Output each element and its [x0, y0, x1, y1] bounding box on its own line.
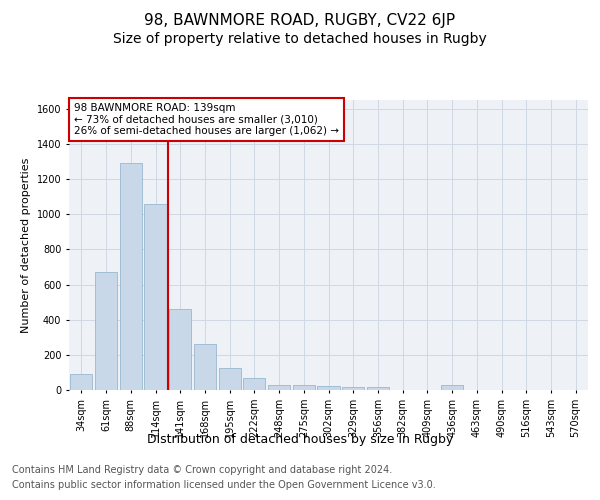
Bar: [317, 386, 340, 390]
Bar: [218, 368, 241, 390]
Bar: [367, 388, 389, 390]
Text: Size of property relative to detached houses in Rugby: Size of property relative to detached ho…: [113, 32, 487, 46]
Bar: [441, 384, 463, 390]
Bar: [293, 384, 315, 390]
Text: Contains public sector information licensed under the Open Government Licence v3: Contains public sector information licen…: [12, 480, 436, 490]
Bar: [169, 309, 191, 390]
Bar: [145, 204, 167, 390]
Text: 98, BAWNMORE ROAD, RUGBY, CV22 6JP: 98, BAWNMORE ROAD, RUGBY, CV22 6JP: [145, 12, 455, 28]
Bar: [194, 344, 216, 390]
Y-axis label: Number of detached properties: Number of detached properties: [21, 158, 31, 332]
Bar: [70, 374, 92, 390]
Text: Distribution of detached houses by size in Rugby: Distribution of detached houses by size …: [147, 432, 453, 446]
Bar: [268, 384, 290, 390]
Bar: [342, 388, 364, 390]
Bar: [119, 164, 142, 390]
Bar: [243, 378, 265, 390]
Bar: [95, 272, 117, 390]
Text: 98 BAWNMORE ROAD: 139sqm
← 73% of detached houses are smaller (3,010)
26% of sem: 98 BAWNMORE ROAD: 139sqm ← 73% of detach…: [74, 103, 339, 136]
Text: Contains HM Land Registry data © Crown copyright and database right 2024.: Contains HM Land Registry data © Crown c…: [12, 465, 392, 475]
